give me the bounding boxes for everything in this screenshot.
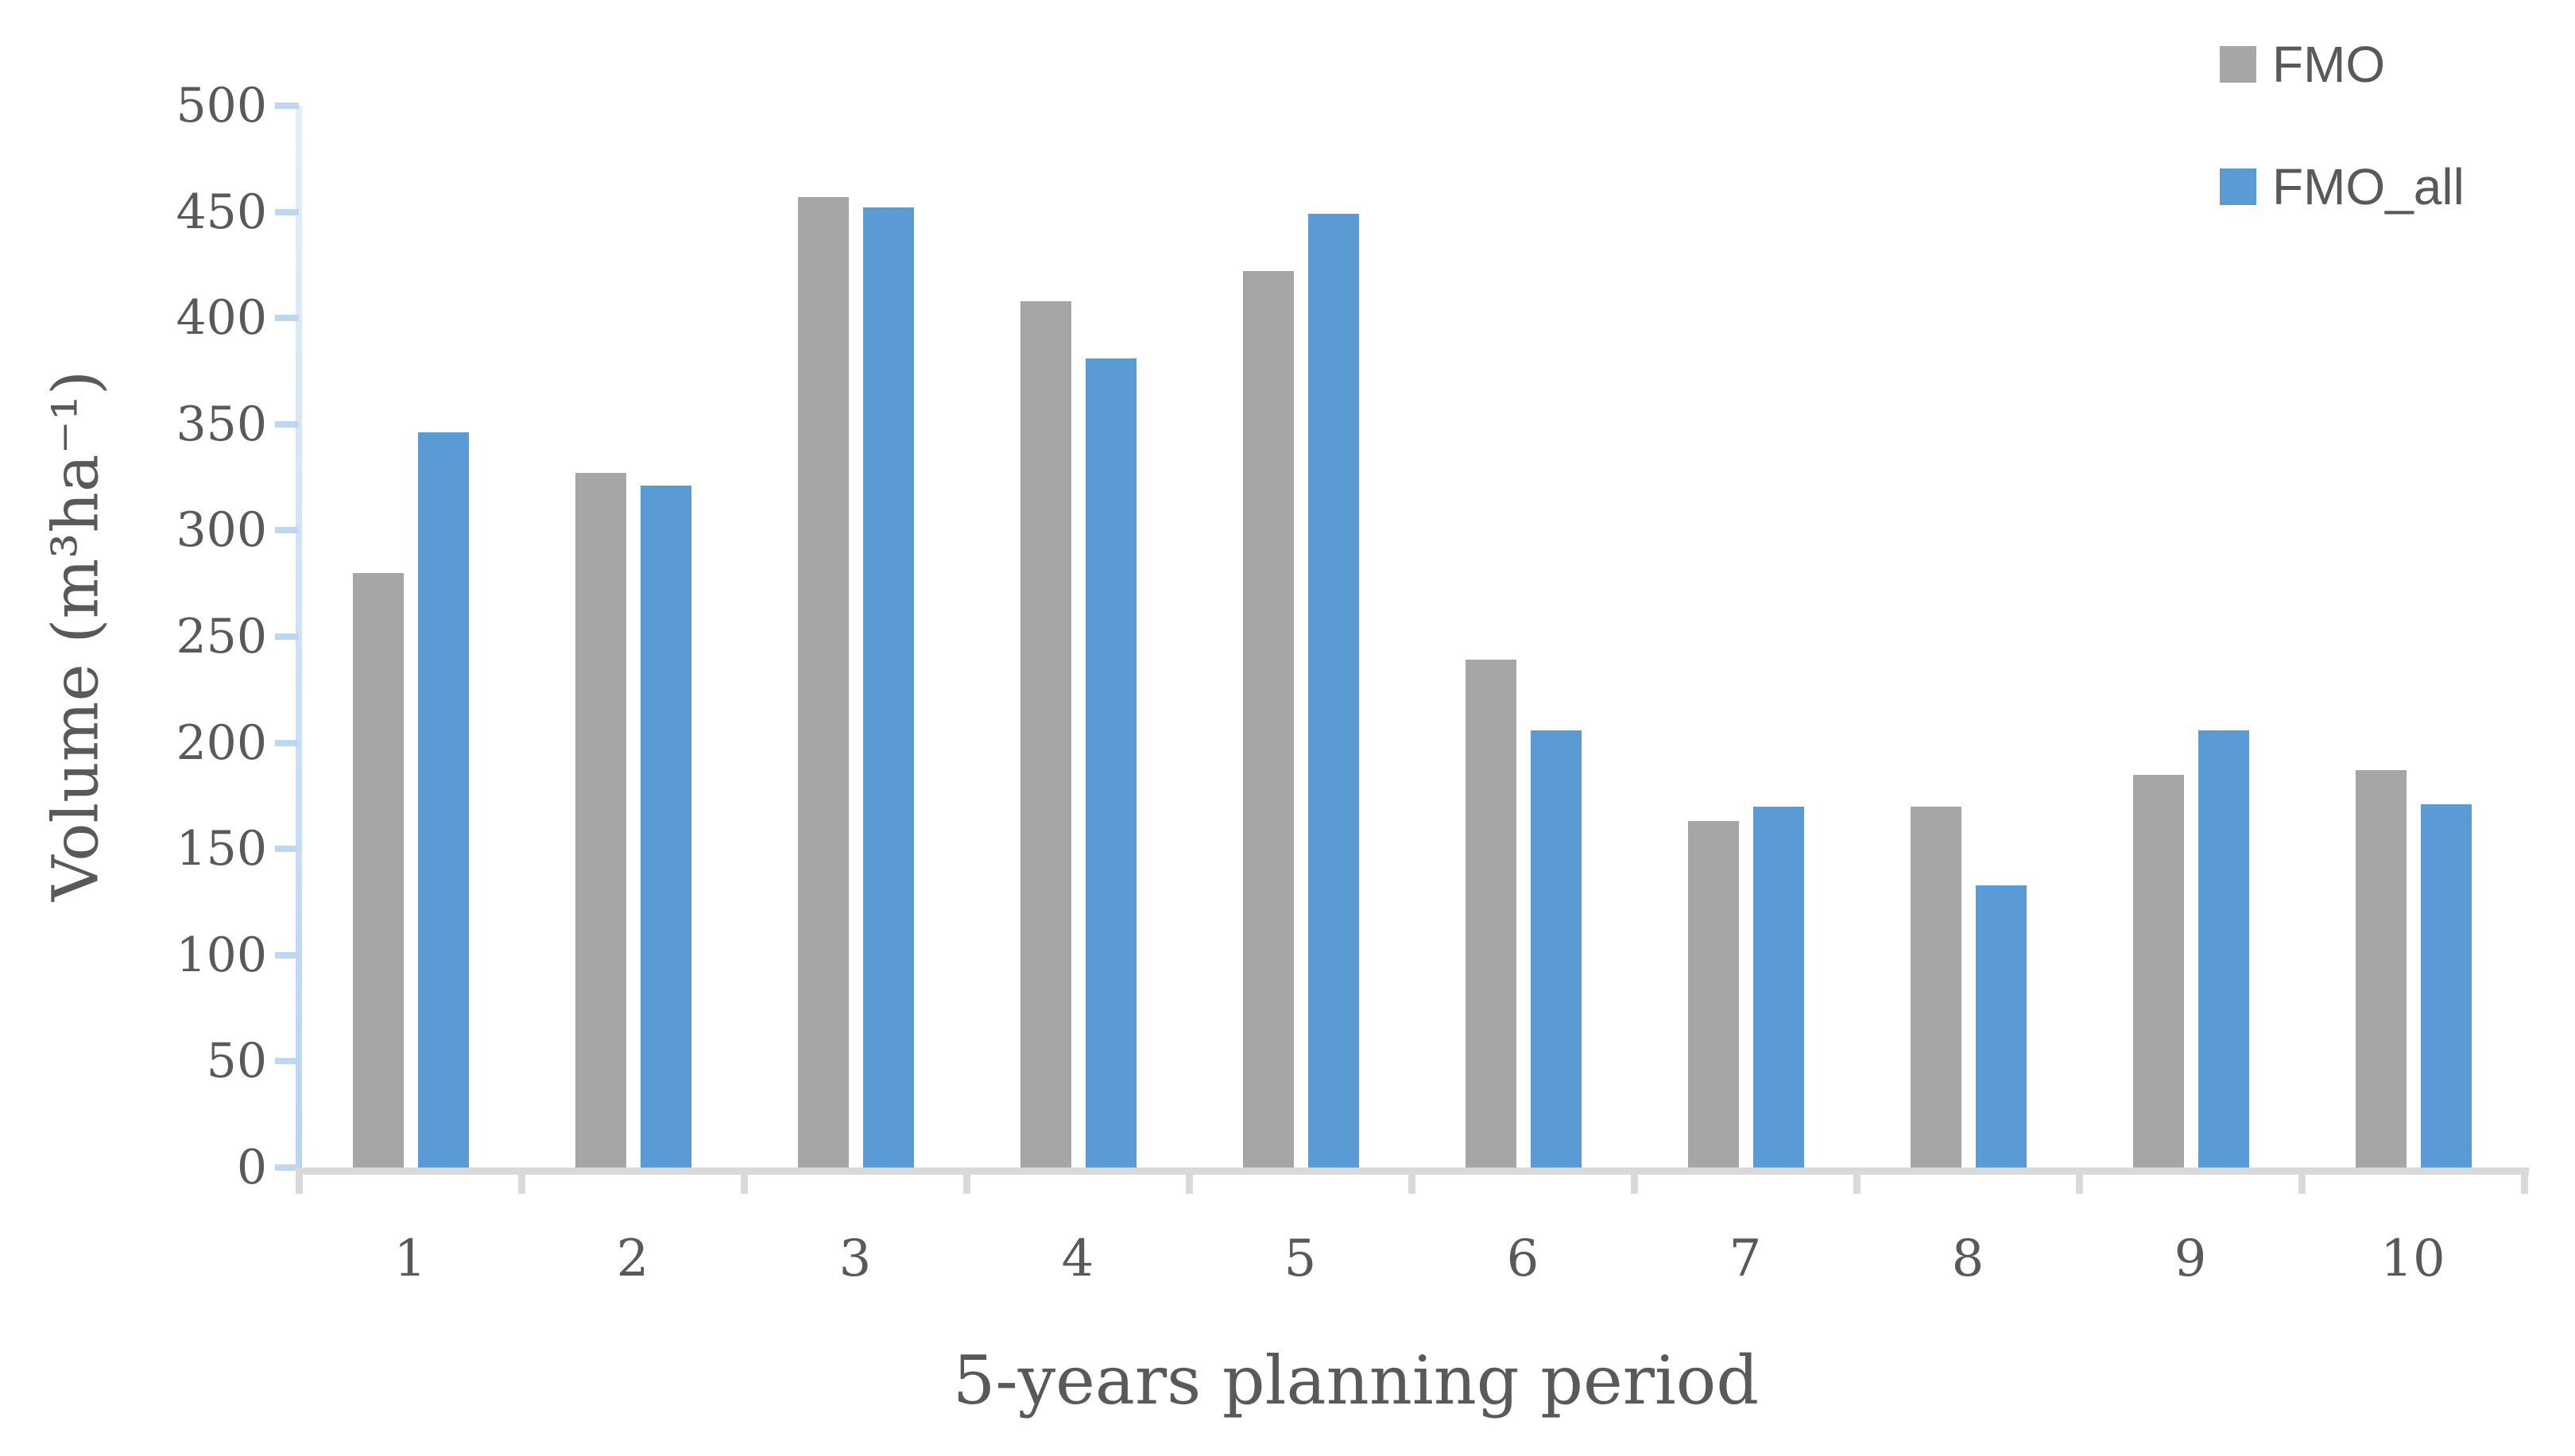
y-tick-label: 350	[176, 396, 267, 452]
x-tick-label: 7	[1729, 1229, 1762, 1288]
y-tick-mark	[275, 846, 299, 853]
x-tick-mark	[741, 1168, 748, 1194]
bar-FMO-period-2	[575, 473, 626, 1168]
y-tick-label: 450	[176, 184, 267, 240]
bar-FMO_all-period-6	[1531, 730, 1582, 1168]
bar-FMO_all-period-10	[2421, 804, 2472, 1168]
bar-FMO_all-period-9	[2198, 730, 2249, 1168]
y-tick-mark	[275, 420, 299, 428]
x-axis-title: 5-years planning period	[952, 1342, 1760, 1419]
x-tick-label: 6	[1506, 1229, 1539, 1288]
bar-FMO_all-period-5	[1308, 214, 1359, 1168]
x-tick-mark	[518, 1168, 525, 1194]
y-tick-mark	[275, 1164, 299, 1171]
legend-entry-FMO_all: FMO_all	[2220, 161, 2465, 213]
y-tick-label: 500	[176, 78, 267, 134]
y-tick-label: 0	[236, 1140, 267, 1195]
x-tick-mark	[1853, 1168, 1861, 1194]
legend-label: FMO	[2272, 36, 2386, 93]
bar-FMO-period-8	[1911, 807, 1961, 1168]
x-tick-label: 8	[1951, 1229, 1984, 1288]
x-tick-mark	[2298, 1168, 2306, 1194]
x-tick-label: 4	[1061, 1229, 1094, 1288]
y-tick-label: 200	[176, 714, 267, 771]
bar-FMO-period-6	[1466, 660, 1516, 1168]
y-tick-label: 100	[176, 927, 267, 983]
bar-FMO-period-1	[353, 573, 404, 1168]
x-tick-label: 10	[2380, 1229, 2445, 1288]
bar-FMO_all-period-4	[1086, 358, 1136, 1168]
y-tick-mark	[275, 951, 299, 958]
legend-entry-FMO: FMO	[2220, 38, 2465, 91]
y-axis-line	[296, 106, 302, 1175]
y-tick-mark	[275, 633, 299, 640]
bar-FMO-period-10	[2356, 770, 2407, 1168]
bar-FMO-period-4	[1020, 301, 1071, 1168]
bar-FMO-period-3	[798, 197, 849, 1168]
x-tick-label: 1	[393, 1229, 427, 1288]
y-tick-label: 150	[176, 821, 267, 877]
y-tick-mark	[275, 315, 299, 322]
y-tick-mark	[275, 208, 299, 215]
bar-FMO_all-period-1	[418, 432, 469, 1168]
bar-FMO-period-9	[2133, 775, 2184, 1168]
y-tick-label: 250	[176, 609, 267, 664]
x-tick-mark	[1631, 1168, 1638, 1194]
y-tick-label: 400	[176, 290, 267, 347]
y-tick-mark	[275, 103, 299, 109]
x-tick-label: 3	[838, 1229, 872, 1288]
legend: FMO FMO_all	[2220, 38, 2465, 213]
x-tick-mark	[2521, 1168, 2528, 1194]
x-tick-mark	[296, 1168, 303, 1194]
bar-FMO_all-period-2	[641, 486, 691, 1168]
y-tick-mark	[275, 1058, 299, 1065]
y-tick-label: 50	[206, 1033, 267, 1090]
y-tick-mark	[275, 527, 299, 534]
legend-swatch-icon	[2220, 46, 2256, 83]
x-tick-mark	[1186, 1168, 1193, 1194]
x-tick-label: 9	[2174, 1229, 2207, 1288]
bar-FMO_all-period-7	[1753, 807, 1804, 1168]
y-tick-label: 300	[176, 502, 267, 559]
bar-FMO-period-7	[1688, 821, 1739, 1168]
x-tick-mark	[1408, 1168, 1415, 1194]
bar-FMO_all-period-8	[1976, 885, 2027, 1168]
legend-swatch-icon	[2220, 168, 2256, 205]
y-tick-mark	[275, 739, 299, 746]
bar-FMO_all-period-3	[863, 207, 914, 1168]
x-tick-mark	[963, 1168, 970, 1194]
x-tick-mark	[2076, 1168, 2083, 1194]
legend-label: FMO_all	[2272, 158, 2465, 215]
x-tick-label: 5	[1284, 1229, 1317, 1288]
bar-FMO-period-5	[1243, 271, 1294, 1168]
x-tick-label: 2	[616, 1229, 649, 1288]
